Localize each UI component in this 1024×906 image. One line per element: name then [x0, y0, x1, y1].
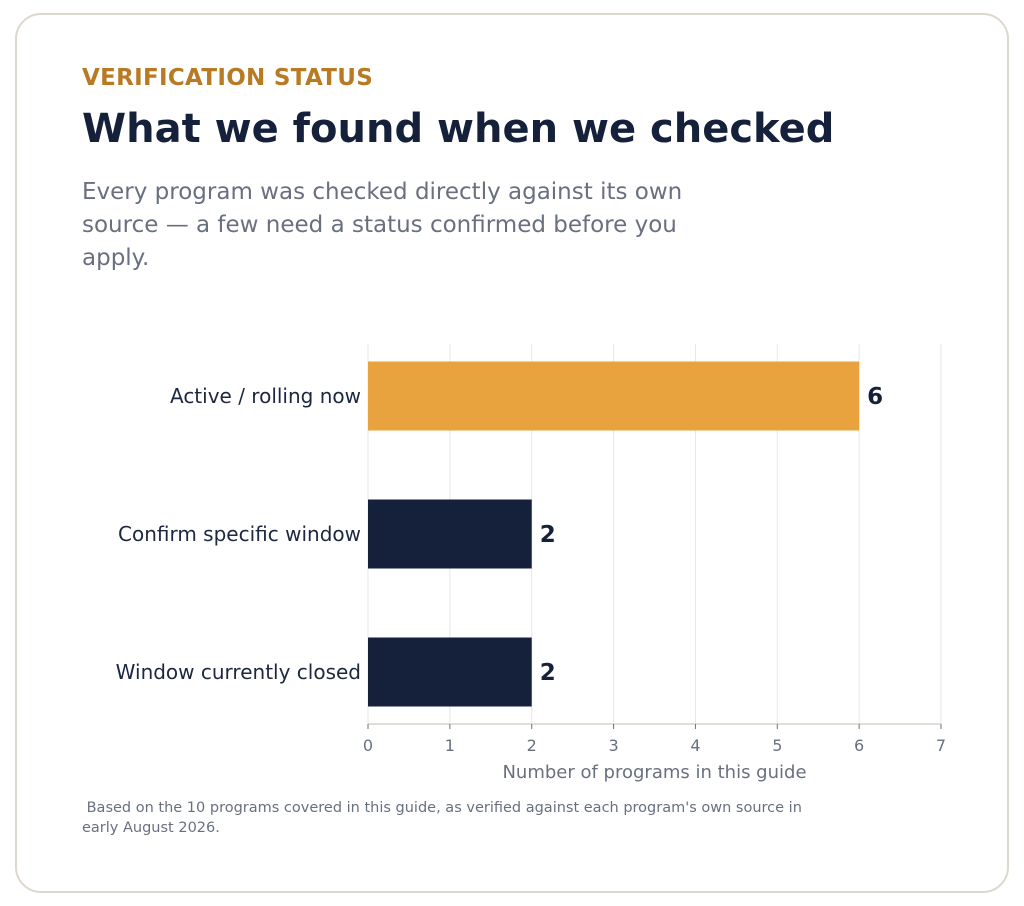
category-label: Confirm specific window — [118, 522, 361, 546]
x-tick-label: 3 — [608, 736, 618, 755]
bar — [368, 499, 532, 569]
card — [15, 13, 1009, 893]
bar-value-label: 6 — [867, 384, 883, 410]
footnote: Based on the 10 programs covered in this… — [82, 800, 802, 836]
x-axis-label: Number of programs in this guide — [502, 762, 806, 783]
x-tick-label: 7 — [936, 736, 946, 755]
bar-value-label: 2 — [540, 660, 556, 686]
x-tick-label: 5 — [772, 736, 782, 755]
category-label: Active / rolling now — [170, 384, 361, 408]
bar — [368, 361, 860, 431]
x-tick-label: 2 — [527, 736, 537, 755]
bar-value-label: 2 — [540, 522, 556, 548]
page-subtitle: Every program was checked directly again… — [82, 179, 683, 271]
x-tick-label: 6 — [854, 736, 864, 755]
eyebrow-label: VERIFICATION STATUS — [82, 65, 374, 91]
category-label: Window currently closed — [116, 660, 361, 684]
x-tick-label: 1 — [445, 736, 455, 755]
bar — [368, 637, 532, 707]
x-tick-label: 4 — [690, 736, 700, 755]
x-tick-label: 0 — [363, 736, 373, 755]
page-title: What we found when we checked — [82, 106, 835, 152]
